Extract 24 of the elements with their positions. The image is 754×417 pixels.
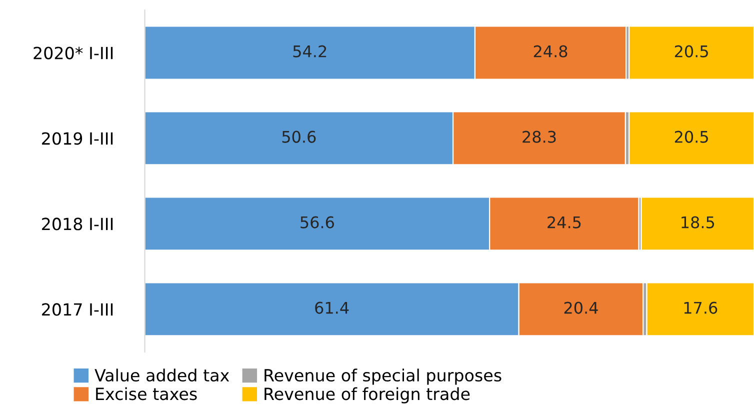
data-label: 20.5 (674, 45, 708, 58)
bar (646, 282, 754, 336)
y-tick-label: 2019 I-III (42, 132, 113, 145)
legend-label: Excise taxes (96, 387, 197, 400)
data-label: 24.5 (548, 216, 581, 228)
bar (640, 196, 754, 251)
y-tick-label: 2020* I-III (34, 46, 113, 60)
legend-label: Value added tax (94, 368, 230, 382)
legend-label: Revenue of foreign trade (264, 387, 470, 404)
data-label: 20.4 (564, 302, 598, 314)
data-label: 54.2 (293, 45, 326, 58)
data-label: 61.4 (315, 302, 349, 314)
y-tick-label: 2017 I-III (42, 303, 113, 316)
data-label: 24.8 (534, 45, 568, 58)
data-label: 20.5 (674, 130, 708, 143)
data-label: 50.6 (282, 130, 316, 143)
legend-label: Revenue of special purposes (264, 368, 502, 385)
bar (628, 26, 754, 80)
data-label: 17.6 (684, 302, 718, 314)
data-label: 18.5 (682, 216, 714, 228)
data-label: 56.6 (300, 216, 334, 228)
bar (628, 111, 754, 166)
y-tick-label: 2018 I-III (42, 218, 113, 230)
data-label: 28.3 (522, 130, 556, 143)
